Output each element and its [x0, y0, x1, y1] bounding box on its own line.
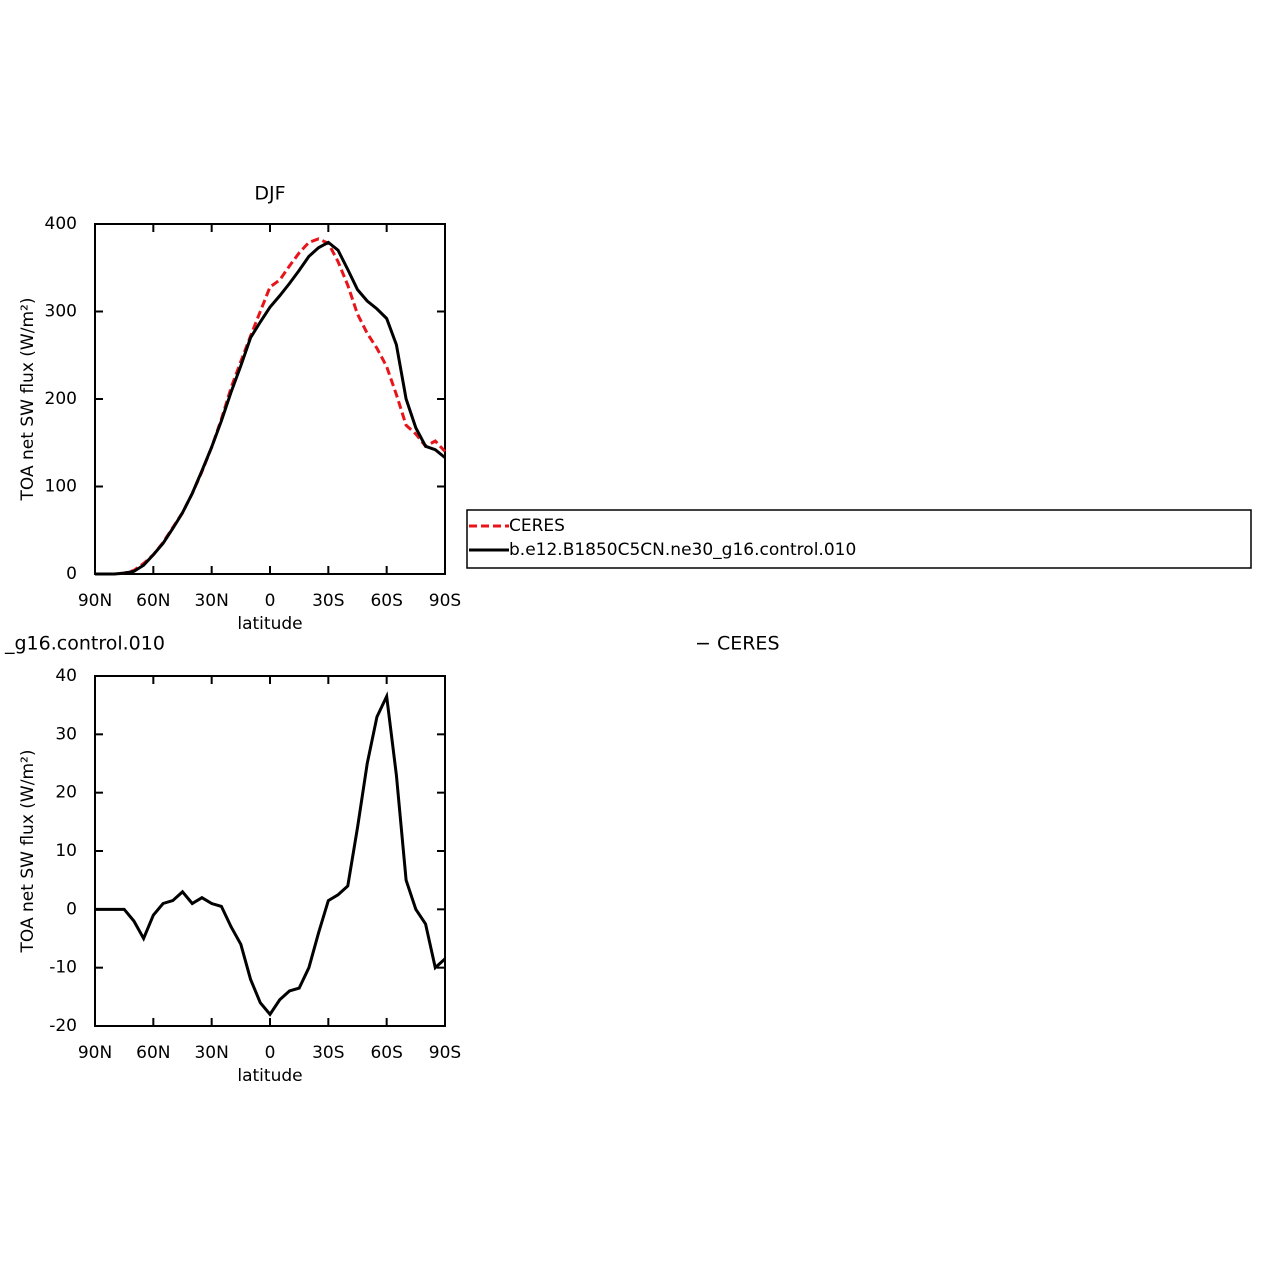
- x-tick-label: 30S: [312, 1043, 344, 1063]
- x-tick-label: 0: [265, 1043, 276, 1063]
- x-tick-label: 60N: [136, 1043, 170, 1063]
- y-tick-label: 20: [55, 783, 77, 803]
- legend-label: CERES: [509, 516, 565, 536]
- x-tick-label: 90S: [429, 591, 461, 611]
- y-tick-label: 0: [66, 899, 77, 919]
- y-tick-label: 30: [55, 724, 77, 744]
- y-tick-label: 0: [66, 564, 77, 584]
- y-axis-label: TOA net SW flux (W/m²): [18, 298, 38, 502]
- x-tick-label: 30S: [312, 591, 344, 611]
- x-tick-label: 0: [265, 591, 276, 611]
- x-tick-label: 60S: [370, 591, 402, 611]
- right-title: − CERES: [695, 633, 780, 655]
- data-line: [95, 691, 447, 1017]
- chart-title: DJF: [254, 183, 285, 205]
- y-tick-label: -20: [49, 1016, 77, 1036]
- y-tick-label: -10: [49, 958, 77, 978]
- x-tick-label: 60S: [370, 1043, 402, 1063]
- x-tick-label: 90N: [78, 591, 112, 611]
- x-tick-label: 60N: [136, 591, 170, 611]
- data-line: [95, 237, 447, 576]
- y-tick-label: 200: [45, 389, 77, 409]
- data-line: [95, 240, 446, 576]
- y-tick-label: 10: [55, 841, 77, 861]
- x-axis-label: latitude: [237, 614, 302, 634]
- plot-frame: [94, 223, 446, 575]
- plot-frame: [94, 675, 446, 1027]
- y-tick-label: 300: [45, 302, 77, 322]
- x-tick-label: 90N: [78, 1043, 112, 1063]
- left-title: _g16.control.010: [4, 633, 165, 655]
- y-tick-label: 100: [45, 477, 77, 497]
- x-axis-label: latitude: [237, 1066, 302, 1086]
- x-tick-label: 90S: [429, 1043, 461, 1063]
- y-tick-label: 40: [55, 666, 77, 686]
- legend-label: b.e12.B1850C5CN.ne30_g16.control.010: [509, 540, 856, 560]
- y-axis-label: TOA net SW flux (W/m²): [18, 750, 38, 954]
- x-tick-label: 30N: [194, 1043, 228, 1063]
- x-tick-label: 30N: [194, 591, 228, 611]
- legend-box: [466, 509, 1252, 569]
- y-tick-label: 400: [45, 214, 77, 234]
